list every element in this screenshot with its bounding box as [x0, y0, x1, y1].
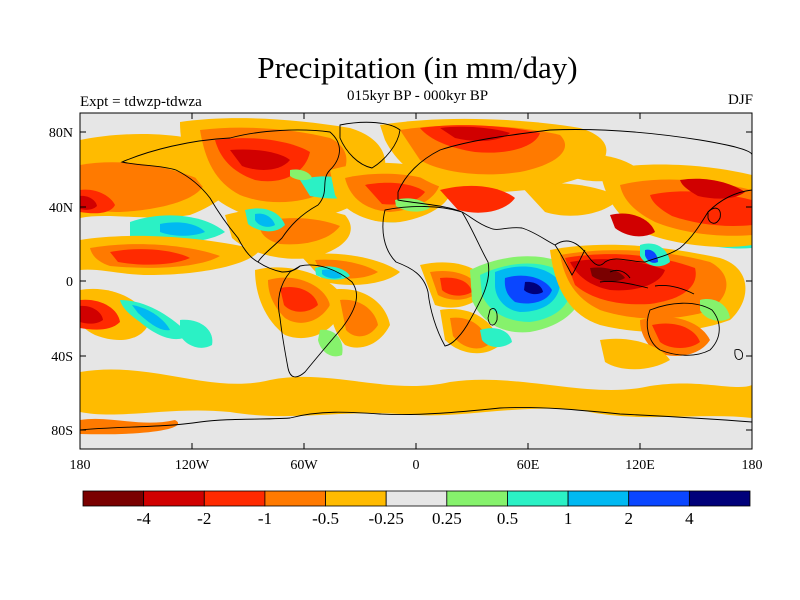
x-tick-label: 120E — [625, 458, 655, 473]
colorbar-swatch — [628, 490, 690, 507]
colorbar-label: 0.25 — [432, 509, 462, 528]
colorbar-swatch — [325, 490, 387, 507]
colorbar-label: -1 — [258, 509, 272, 528]
colorbar-swatch — [264, 490, 326, 507]
coastline-north-america — [120, 129, 340, 263]
colorbar-swatch — [688, 490, 751, 507]
coastline-antarctica — [80, 407, 752, 431]
colorbar: -4 -2 -1 -0.5 -0.25 0.25 0.5 1 2 4 — [82, 490, 751, 528]
y-axis-labels: 80N 40N 0 40S 80S — [49, 126, 73, 439]
season-label: DJF — [727, 92, 753, 108]
precipitation-anomaly-field — [80, 118, 752, 435]
colorbar-swatch — [567, 490, 630, 507]
map-title: Precipitation (in mm/day) — [257, 50, 578, 85]
y-tick-label: 40S — [51, 350, 73, 365]
colorbar-label: 1 — [564, 509, 573, 528]
coastline-australia — [646, 302, 720, 356]
colorbar-swatch — [446, 490, 508, 507]
y-tick-label: 0 — [66, 275, 73, 290]
colorbar-label: -4 — [137, 509, 152, 528]
axis-ticks — [79, 113, 753, 449]
x-tick-label: 180 — [70, 458, 91, 473]
colorbar-label: 2 — [624, 509, 633, 528]
x-tick-label: 120W — [175, 458, 210, 473]
colorbar-label: -2 — [197, 509, 211, 528]
colorbar-label: 4 — [685, 509, 694, 528]
colorbar-label: 0.5 — [497, 509, 518, 528]
x-axis-labels: 180 120W 60W 0 60E 120E 180 — [70, 458, 763, 473]
colorbar-label: -0.25 — [368, 509, 403, 528]
colorbar-swatch — [143, 490, 205, 507]
colorbar-swatch — [82, 490, 145, 507]
x-tick-label: 60E — [517, 458, 540, 473]
map-subtitle: 015kyr BP - 000kyr BP — [346, 88, 489, 104]
anomaly-southern-ocean-orange — [80, 418, 179, 435]
coastline-south-america — [278, 264, 357, 378]
x-tick-label: 0 — [413, 458, 420, 473]
anomaly-southern-ocean-band — [80, 369, 752, 418]
y-tick-label: 80S — [51, 424, 73, 439]
colorbar-swatch — [507, 490, 569, 507]
x-tick-label: 180 — [742, 458, 763, 473]
colorbar-swatch — [385, 490, 448, 507]
colorbar-swatch — [203, 490, 266, 507]
coastline-greenland — [339, 121, 401, 169]
x-tick-label: 60W — [290, 458, 318, 473]
y-tick-label: 80N — [49, 126, 73, 141]
experiment-label: Expt = tdwzp-tdwza — [80, 94, 202, 110]
coastline-eurasia — [397, 129, 752, 266]
colorbar-label: -0.5 — [312, 509, 339, 528]
coastlines — [80, 121, 752, 431]
y-tick-label: 40N — [49, 201, 73, 216]
